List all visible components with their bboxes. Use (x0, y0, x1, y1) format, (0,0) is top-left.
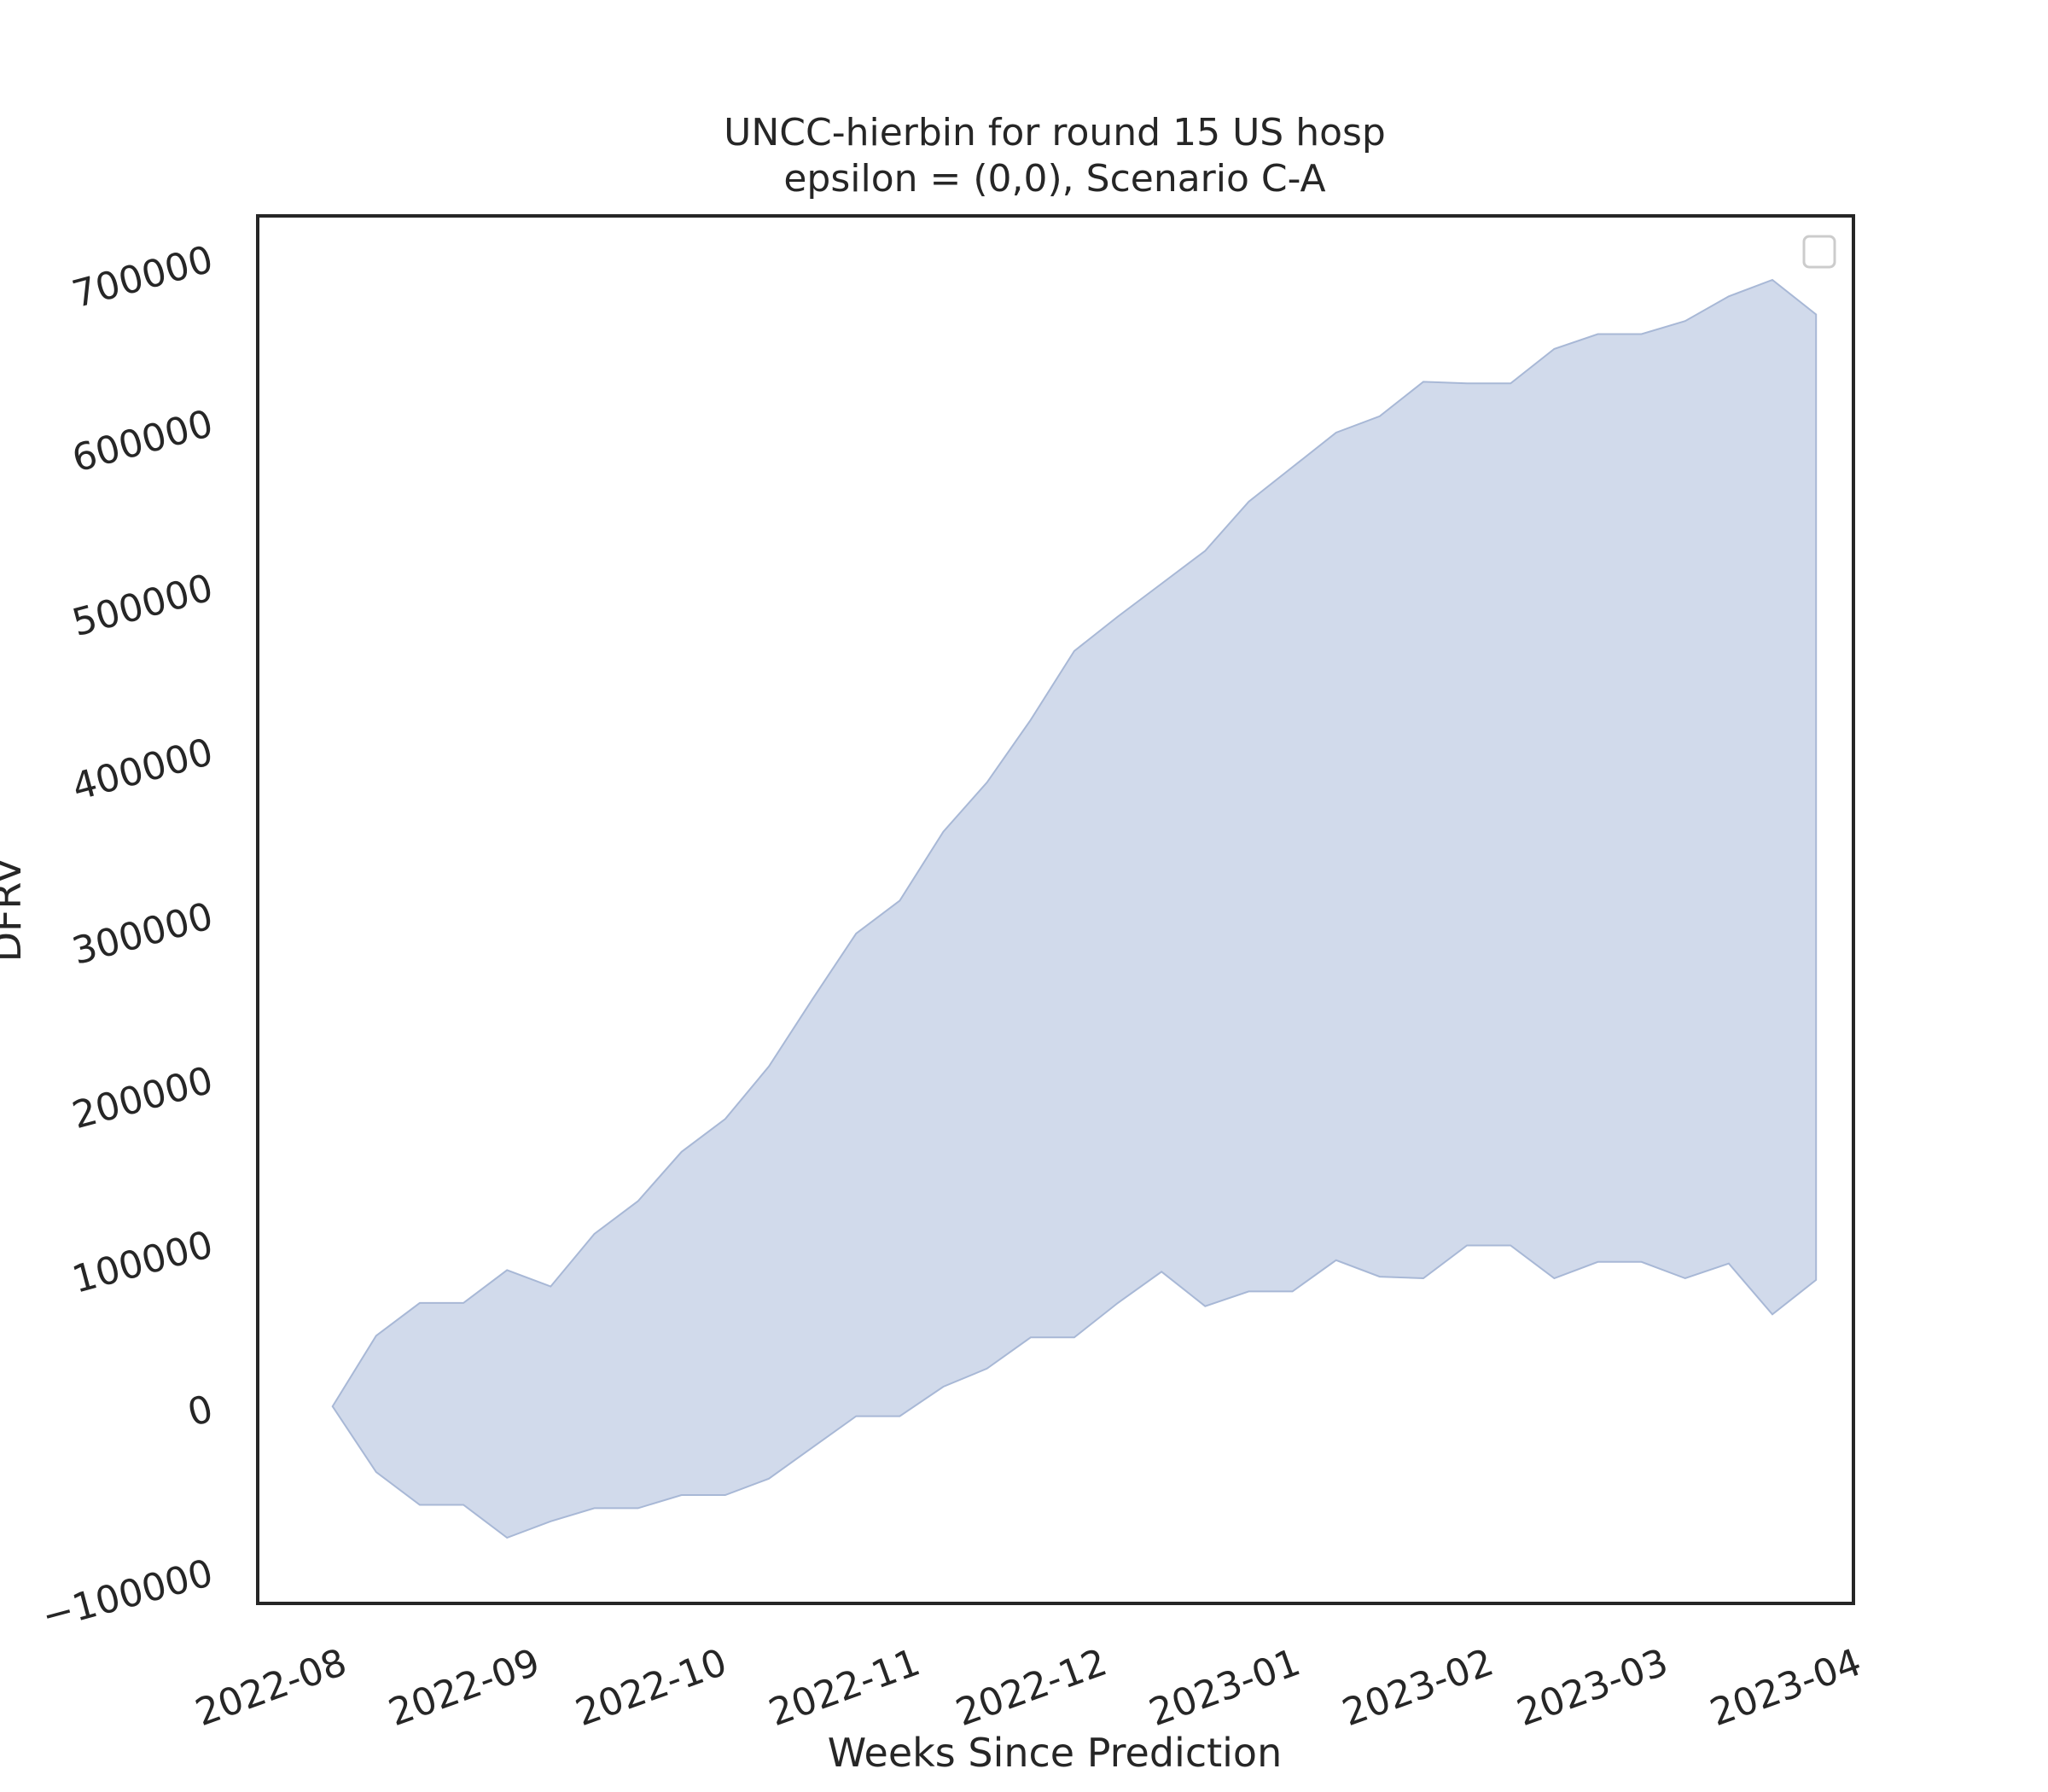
plot-area (331, 278, 1818, 1539)
chart-subtitle: epsilon = (0,0), Scenario C-A (783, 157, 1325, 201)
y-tick-label: 400000 (67, 730, 217, 810)
x-tick-label: 2023-01 (1143, 1640, 1306, 1735)
y-tick-label: 300000 (67, 894, 217, 974)
confidence-band-0 (331, 278, 1818, 1539)
x-tick-label: 2022-11 (764, 1640, 926, 1735)
x-axis: 2022-08 2022-09 2022-10 2022-11 2022-12 2023-… (190, 1640, 1867, 1735)
y-axis-label: DFRV (0, 857, 30, 962)
x-tick-label: 2022-09 (383, 1640, 545, 1735)
x-tick-label: 2022-10 (570, 1640, 732, 1735)
y-tick-label: 100000 (67, 1223, 217, 1302)
legend-box (1802, 235, 1836, 269)
x-tick-label: 2023-04 (1705, 1640, 1867, 1735)
x-tick-label: 2022-12 (951, 1640, 1113, 1735)
y-tick-label: 700000 (67, 237, 217, 317)
y-tick-label: 600000 (67, 402, 217, 481)
plot-frame (256, 214, 1855, 1605)
x-tick-label: 2022-08 (190, 1640, 352, 1735)
chart-title: UNCC-hierbin for round 15 US hosp (724, 111, 1386, 154)
y-tick-label: 0 (183, 1387, 218, 1435)
y-axis: −100000 0 100000 200000 300000 400000 500000 60… (38, 237, 218, 1638)
y-tick-label: −100000 (38, 1551, 218, 1638)
x-tick-label: 2023-02 (1337, 1640, 1499, 1735)
y-tick-label: 200000 (67, 1059, 217, 1138)
x-axis-label: Weeks Since Prediction (828, 1730, 1282, 1776)
x-tick-label: 2023-03 (1511, 1640, 1673, 1735)
y-tick-label: 500000 (67, 566, 217, 645)
